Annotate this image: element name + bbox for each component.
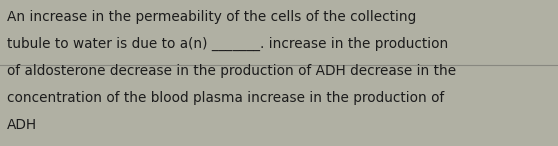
Text: of aldosterone decrease in the production of ADH decrease in the: of aldosterone decrease in the productio… bbox=[7, 64, 456, 78]
Text: ADH: ADH bbox=[7, 118, 37, 132]
Text: concentration of the blood plasma increase in the production of: concentration of the blood plasma increa… bbox=[7, 91, 445, 105]
Text: An increase in the permeability of the cells of the collecting: An increase in the permeability of the c… bbox=[7, 10, 416, 24]
Text: tubule to water is due to a(n) _______. increase in the production: tubule to water is due to a(n) _______. … bbox=[7, 37, 449, 51]
